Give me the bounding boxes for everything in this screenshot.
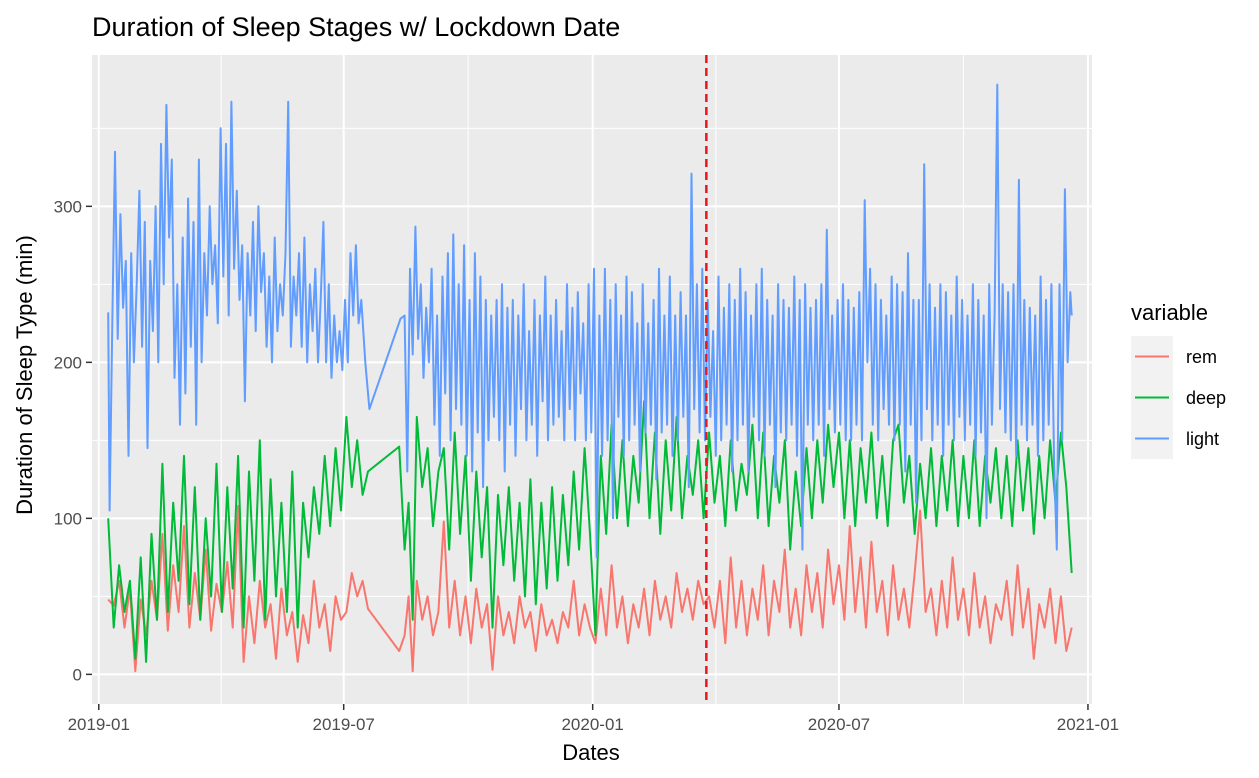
legend-title: variable: [1131, 300, 1208, 325]
x-tick-label: 2021-01: [1057, 715, 1119, 734]
chart-title: Duration of Sleep Stages w/ Lockdown Dat…: [92, 12, 620, 42]
x-tick-label: 2020-01: [561, 715, 623, 734]
legend-label-light: light: [1186, 429, 1219, 449]
x-axis-ticks: 2019-01 2019-07 2020-01 2020-07 2021-01: [68, 704, 1119, 734]
legend: variable rem deep light: [1131, 300, 1226, 459]
y-tick-label: 200: [54, 353, 82, 372]
y-tick-label: 300: [54, 197, 82, 216]
legend-label-rem: rem: [1186, 347, 1217, 367]
x-tick-label: 2020-07: [808, 715, 870, 734]
series-lines: [107, 83, 1073, 673]
x-axis-title: Dates: [562, 740, 619, 765]
y-tick-label: 0: [73, 665, 82, 684]
y-axis-ticks: 0 100 200 300: [54, 197, 92, 684]
x-tick-label: 2019-07: [312, 715, 374, 734]
series-line-deep: [107, 400, 1073, 663]
y-axis-title: Duration of Sleep Type (min): [12, 235, 37, 515]
x-tick-label: 2019-01: [68, 715, 130, 734]
y-tick-label: 100: [54, 509, 82, 528]
series-line-light: [107, 83, 1073, 559]
legend-label-deep: deep: [1186, 388, 1226, 408]
series-line-rem: [107, 504, 1073, 673]
